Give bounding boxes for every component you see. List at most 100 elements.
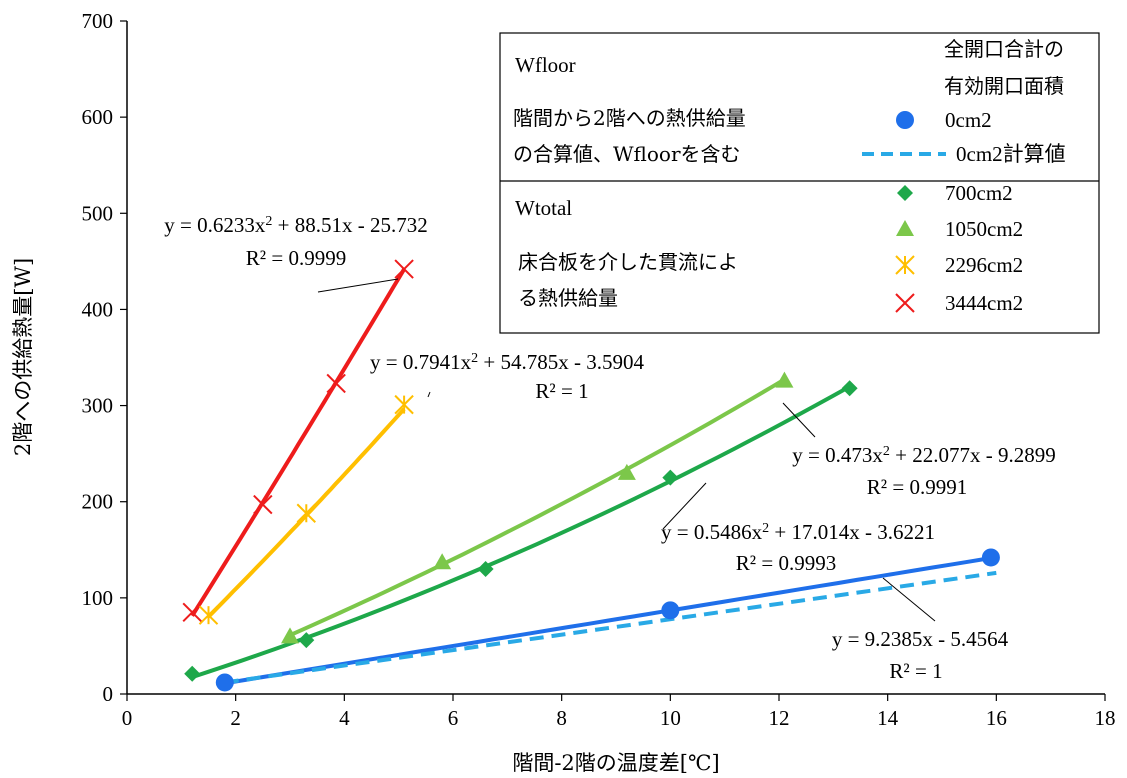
data-point-700cm2 bbox=[298, 632, 315, 649]
legend-entry-700cm2: 700cm2 bbox=[897, 181, 1013, 205]
trendline-r2: R² = 1 bbox=[889, 659, 942, 683]
data-point-700cm2 bbox=[662, 469, 679, 486]
legend-entry-3444cm2: 3444cm2 bbox=[895, 291, 1023, 315]
data-point-2296cm2 bbox=[198, 605, 219, 625]
y-tick-label: 400 bbox=[82, 297, 114, 321]
legend-label: 3444cm2 bbox=[945, 291, 1023, 315]
trendline-r2: R² = 0.9999 bbox=[246, 246, 346, 270]
y-ticks: 0 100 200 300 400 500 600 700 bbox=[82, 9, 127, 706]
data-point-1050cm2 bbox=[433, 553, 452, 570]
x-ticks: 0 2 4 6 8 10 12 14 16 18 bbox=[122, 694, 1116, 730]
y-tick-label: 200 bbox=[82, 490, 114, 514]
marker-shape bbox=[896, 111, 914, 129]
data-point-700cm2 bbox=[477, 561, 494, 578]
legend-title-line-1: 全開口合計の bbox=[944, 37, 1064, 61]
equation-rest: + 22.077x - 9.2899 bbox=[890, 443, 1056, 467]
data-point-3444cm2 bbox=[182, 602, 202, 622]
y-tick-label: 500 bbox=[82, 201, 114, 225]
annotation-leader-line bbox=[317, 278, 399, 293]
legend-entry-1050cm2: 1050cm2 bbox=[896, 217, 1023, 241]
equation-exponent: 2 bbox=[471, 351, 478, 366]
legend-swatch bbox=[895, 255, 915, 275]
legend-label: 1050cm2 bbox=[945, 217, 1023, 241]
legend-entries: 0cm2 0cm2計算値 700cm2 1050cm2 2296cm2 3444cm2 bbox=[862, 108, 1066, 315]
data-point-2296cm2 bbox=[394, 394, 414, 415]
y-tick-label: 0 bbox=[103, 682, 114, 706]
marker-shape bbox=[477, 561, 494, 578]
marker-shape bbox=[841, 380, 858, 397]
data-point-1050cm2 bbox=[775, 371, 794, 388]
marker-shape bbox=[981, 548, 1000, 567]
marker-shape bbox=[895, 293, 915, 313]
legend-title-line-2: 有効開口面積 bbox=[944, 74, 1064, 98]
trendline-r2: R² = 0.9991 bbox=[867, 475, 967, 499]
equation-main: y = 0.6233x bbox=[164, 213, 266, 237]
data-point-0cm2 bbox=[661, 601, 680, 620]
marker-shape bbox=[661, 601, 680, 620]
trendline-r2: R² = 0.9993 bbox=[736, 551, 836, 575]
x-tick-label: 4 bbox=[339, 706, 350, 730]
marker-shape bbox=[298, 632, 315, 649]
data-point-1050cm2 bbox=[617, 463, 636, 480]
trendline-equation: y = 0.473x2 + 22.077x - 9.2899 bbox=[792, 443, 1055, 467]
legend-wtotal-desc-2: る熱供給量 bbox=[518, 286, 618, 310]
legend-wtotal-desc-1: 床合板を介した貫流によ bbox=[518, 250, 738, 274]
legend-swatch bbox=[897, 185, 913, 201]
data-point-0cm2 bbox=[981, 548, 1000, 567]
series-line-0cm2計算値 bbox=[224, 570, 997, 685]
data-point-3444cm2 bbox=[253, 494, 273, 515]
data-point-3444cm2 bbox=[326, 373, 346, 394]
x-tick-label: 8 bbox=[556, 706, 567, 730]
data-point-0cm2 bbox=[215, 673, 234, 692]
leader-lines bbox=[317, 278, 936, 622]
legend-swatch bbox=[895, 293, 915, 313]
y-tick-label: 100 bbox=[82, 586, 114, 610]
legend-label: 0cm2 bbox=[945, 108, 992, 132]
data-markers bbox=[182, 259, 1000, 692]
legend-wtotal-title: Wtotal bbox=[515, 196, 572, 220]
legend-entry-0cm2計算値: 0cm2計算値 bbox=[862, 142, 1066, 166]
equation-exponent: 2 bbox=[762, 521, 769, 536]
y-tick-label: 700 bbox=[82, 9, 114, 33]
marker-shape bbox=[184, 665, 201, 682]
legend-frame bbox=[499, 32, 1100, 334]
trendline-3444cm2 bbox=[190, 268, 406, 617]
x-tick-label: 10 bbox=[660, 706, 681, 730]
legend-wfloor-title: Wfloor bbox=[515, 53, 576, 77]
trendline-equation: y = 0.5486x2 + 17.014x - 3.6221 bbox=[661, 520, 935, 544]
legend-swatch bbox=[896, 111, 914, 129]
annotation-leader-line bbox=[782, 402, 816, 438]
x-tick-label: 16 bbox=[986, 706, 1007, 730]
data-point-700cm2 bbox=[184, 665, 201, 682]
legend-label: 700cm2 bbox=[945, 181, 1013, 205]
data-point-3444cm2 bbox=[394, 259, 414, 279]
annotation-leader-line bbox=[662, 482, 707, 530]
equation-main: y = 0.5486x bbox=[661, 520, 763, 544]
annotation-leader-line bbox=[882, 577, 936, 622]
x-tick-label: 12 bbox=[769, 706, 790, 730]
y-tick-label: 300 bbox=[82, 394, 114, 418]
data-point-2296cm2 bbox=[296, 503, 317, 523]
legend-entry-0cm2: 0cm2 bbox=[896, 108, 992, 132]
equation-exponent: 2 bbox=[883, 444, 890, 459]
x-tick-label: 6 bbox=[448, 706, 459, 730]
marker-shape bbox=[775, 371, 794, 388]
marker-shape bbox=[326, 373, 346, 394]
legend-wfloor-desc-2: の合算値、Wfloorを含む bbox=[513, 142, 741, 166]
trendline-equation: y = 0.7941x2 + 54.785x - 3.5904 bbox=[370, 350, 644, 374]
marker-shape bbox=[182, 602, 202, 622]
marker-shape bbox=[433, 553, 452, 570]
trendline-r2: R² = 1 bbox=[535, 379, 588, 403]
marker-shape bbox=[617, 463, 636, 480]
marker-shape bbox=[394, 259, 414, 279]
trendline-0cm2 bbox=[224, 556, 992, 686]
equation-rest: + 88.51x - 25.732 bbox=[272, 213, 427, 237]
marker-shape bbox=[896, 220, 914, 236]
equation-main: y = 0.473x bbox=[792, 443, 883, 467]
x-tick-label: 14 bbox=[877, 706, 899, 730]
legend: Wfloor 階間から2階への熱供給量 の合算値、Wfloorを含む Wtota… bbox=[499, 32, 1100, 334]
equation-rest: + 17.014x - 3.6221 bbox=[769, 520, 935, 544]
legend-swatch bbox=[896, 220, 914, 236]
trendline-equation: y = 0.6233x2 + 88.51x - 25.732 bbox=[164, 213, 427, 237]
